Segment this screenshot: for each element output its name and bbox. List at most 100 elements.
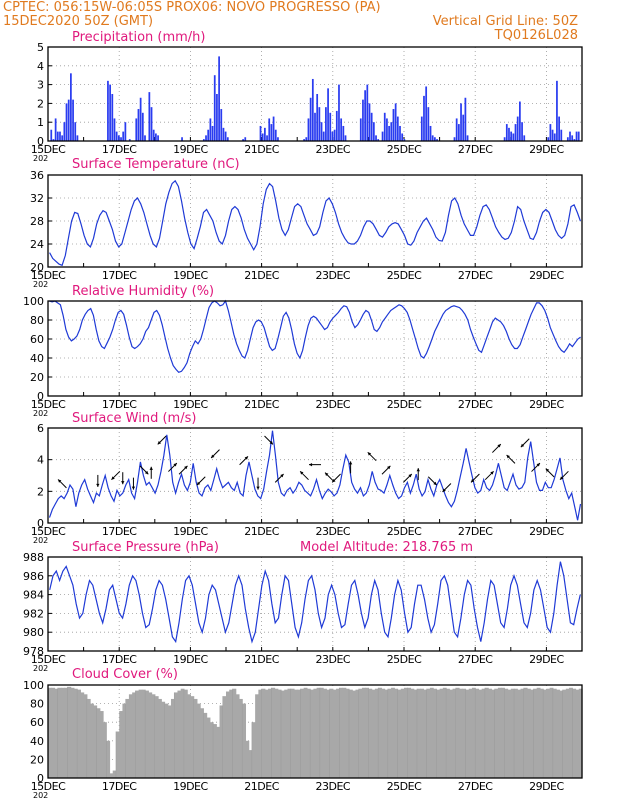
- precip-bar: [222, 127, 225, 141]
- cloud-bar: [115, 731, 120, 778]
- wind-arrow-head: [269, 441, 273, 445]
- precip-bar: [311, 78, 314, 141]
- precip-bar: [120, 137, 122, 141]
- wind-arrow-head: [367, 452, 372, 456]
- cloud-bar: [368, 688, 373, 778]
- header-line1: CPTEC: 056:15W-06:05S PROX06: NOVO PROGR…: [3, 0, 381, 15]
- cloud-bar: [549, 687, 554, 778]
- precip-bar: [148, 92, 151, 141]
- cloud-bar: [391, 687, 395, 778]
- x-tick-label: 25DEC: [387, 653, 422, 666]
- precip-bar: [113, 118, 116, 141]
- wind-arrow-head: [309, 462, 313, 467]
- precip-bar: [124, 122, 127, 141]
- cloud-bar: [400, 688, 405, 778]
- x-tick-label: 15DEC: [31, 780, 66, 793]
- wind-arrow-head: [506, 455, 510, 459]
- precip-bar: [266, 135, 268, 141]
- y-tick-label: 984: [23, 589, 44, 602]
- cloud-bar: [174, 692, 179, 778]
- x-tick-label: 21DEC: [244, 398, 279, 411]
- cloud-bar: [274, 688, 279, 778]
- precip-bar: [396, 116, 399, 141]
- wind-arrow-head: [244, 456, 248, 460]
- wind-arrow: [484, 470, 494, 481]
- cloud-bar: [106, 740, 111, 778]
- wind-arrow: [520, 438, 530, 448]
- wind-arrow: [111, 470, 121, 481]
- wind-arrow: [239, 456, 249, 466]
- cloud-bar: [310, 689, 314, 778]
- x-tick-label: 25DEC: [387, 525, 422, 538]
- wind-arrow: [381, 465, 391, 475]
- precip-bar: [141, 112, 144, 141]
- x-tick-label: 25DEC: [387, 780, 422, 793]
- cloud-bar: [530, 689, 535, 778]
- precip-bar: [553, 133, 556, 141]
- cloud-bar: [313, 688, 318, 778]
- precip-bar: [61, 135, 64, 141]
- cloud-bar: [145, 690, 149, 778]
- cloud-bar: [569, 687, 573, 778]
- cloud-bar: [232, 688, 237, 778]
- wind-arrow-head: [520, 443, 525, 448]
- cloud-bar: [206, 717, 211, 778]
- cloud-bar: [442, 687, 447, 778]
- x-tick-label: 17DEC: [102, 525, 137, 538]
- panel-temp: Surface Temperature (nC) 20 24 28 32 36 15DEC 1…: [30, 157, 583, 289]
- panel-title: Cloud Cover (%): [72, 667, 178, 682]
- cloud-bar: [190, 696, 195, 778]
- y-tick-label: 60: [30, 716, 44, 729]
- cloud-bar: [319, 687, 324, 778]
- cloud-bar: [177, 690, 182, 778]
- precip-bar: [521, 122, 523, 141]
- precip-bar: [566, 137, 569, 141]
- header-line2: 15DEC2020 50Z (GMT): [3, 14, 153, 29]
- panel-wind: Surface Wind (m/s) 0 2 4 6 15DEC 17DEC 19DEC 21D…: [31, 411, 583, 545]
- precip-bar: [420, 116, 423, 141]
- cloud-bar: [478, 689, 483, 778]
- cloud-bar: [439, 688, 444, 778]
- precip-bar: [216, 94, 218, 141]
- x-tick-label: 23DEC: [315, 398, 350, 411]
- cloud-bar: [410, 688, 415, 778]
- x-tick-label: 21DEC: [244, 653, 279, 666]
- wind-arrow-head: [490, 471, 494, 475]
- precip-bar: [128, 139, 131, 141]
- y-tick-label: 28: [30, 215, 44, 228]
- wind-arrow: [256, 477, 260, 490]
- precip-bar: [325, 107, 327, 141]
- x-tick-label: 27DEC: [458, 780, 493, 793]
- model-altitude: Model Altitude: 218.765 m: [300, 540, 473, 555]
- precip-bar: [547, 137, 550, 141]
- y-tick-label: 40: [30, 735, 44, 748]
- cloud-bar: [378, 687, 382, 778]
- precip-bar: [383, 112, 386, 141]
- precip-bar: [107, 80, 109, 141]
- precip-bar: [117, 135, 120, 141]
- precip-bar: [423, 95, 425, 141]
- cloud-bar: [99, 711, 104, 778]
- precip-bar: [344, 135, 347, 141]
- wind-arrow-head: [280, 474, 284, 478]
- wind-arrow-head: [256, 486, 260, 490]
- y-tick-label: 988: [23, 551, 44, 564]
- cloud-bar: [394, 688, 399, 778]
- cloud-bar: [420, 688, 425, 778]
- precip-bar: [111, 94, 114, 141]
- wind-arrow-head: [545, 468, 550, 472]
- precip-bar: [462, 114, 465, 141]
- y-tick-label: 100: [23, 295, 44, 308]
- x-tick-label: 23DEC: [315, 525, 350, 538]
- precip-bar: [76, 135, 79, 141]
- cloud-bar: [48, 687, 52, 778]
- precip-bar: [139, 97, 142, 141]
- precip-bar: [109, 84, 111, 141]
- panel-frame: [47, 684, 583, 779]
- cloud-bar: [572, 688, 577, 778]
- wind-arrow: [427, 476, 438, 486]
- precip-bar: [392, 109, 395, 141]
- precip-bar: [272, 116, 275, 141]
- precip-bar: [303, 139, 305, 141]
- cloud-bar: [559, 690, 564, 778]
